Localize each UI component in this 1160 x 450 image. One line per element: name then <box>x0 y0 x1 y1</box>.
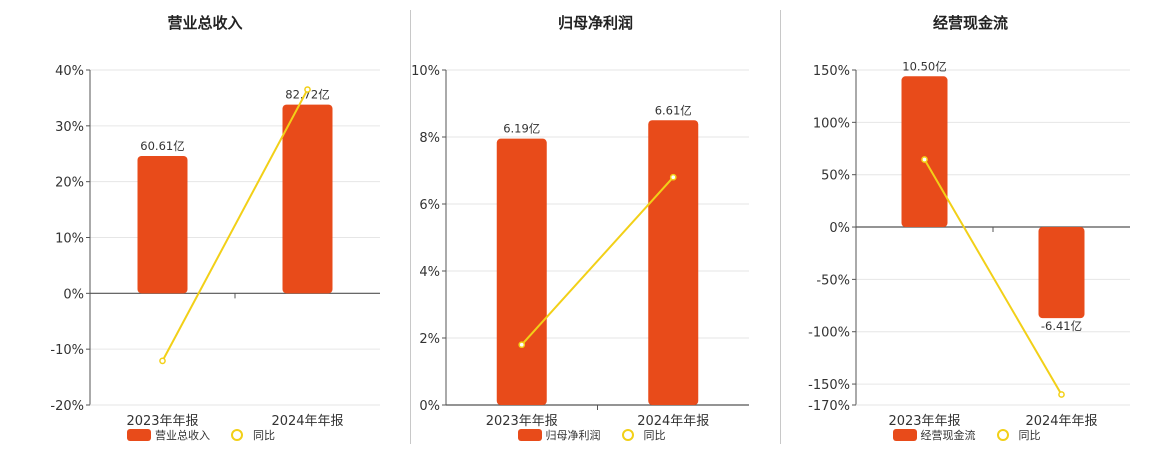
yoy-line <box>161 89 309 362</box>
bar <box>137 155 188 294</box>
panel-divider <box>780 10 781 444</box>
legend-item-line[interactable]: 同比 <box>615 427 666 443</box>
bar-data-label: 60.61亿 <box>140 139 184 153</box>
revenue-chart-panel: 营业总收入 40% 30% 20% 10% 0% -10% -20% 2023年年报 2024年… <box>0 0 410 450</box>
y-tick-label: 6% <box>419 198 440 213</box>
bar <box>901 76 948 228</box>
chart-legend: 归母净利润 同比 <box>411 427 780 443</box>
net-profit-chart-panel: 归母净利润 10% 8% 6% 4% 2% 0% 2023年年报 2024年年报 6.19亿 6.… <box>411 0 780 450</box>
yoy-point <box>518 341 526 349</box>
legend-line-swatch <box>615 429 641 441</box>
y-tick-label: -10% <box>50 343 84 358</box>
legend-bar-swatch <box>892 429 917 441</box>
chart-title: 经营现金流 <box>932 14 1008 32</box>
yoy-point <box>669 173 677 181</box>
bar <box>1038 227 1085 319</box>
y-tick-label: 40% <box>55 64 84 79</box>
chart-title: 归母净利润 <box>557 14 633 32</box>
panel-divider <box>410 10 411 444</box>
yoy-line <box>521 176 674 346</box>
legend-label-line: 同比 <box>253 429 275 442</box>
y-tick-label: -170% <box>808 399 850 414</box>
y-tick-label: 50% <box>821 169 850 184</box>
bar <box>496 138 547 406</box>
y-tick-label: 100% <box>813 116 850 131</box>
legend-label-bar: 归母净利润 <box>545 429 601 442</box>
bar-data-label: 10.50亿 <box>902 59 946 73</box>
yoy-point <box>921 156 928 163</box>
legend-item-line[interactable]: 同比 <box>224 427 275 443</box>
x-category-label: 2023年年报 <box>126 414 198 429</box>
bar-data-label: 6.61亿 <box>655 103 692 117</box>
legend-item-bar[interactable]: 经营现金流 <box>892 427 976 443</box>
legend-bar-swatch <box>127 429 151 441</box>
net-profit-chart-svg: 10% 8% 6% 4% 2% 0% 2023年年报 2024年年报 6.19亿 6.61亿 <box>411 64 749 429</box>
y-tick-label: 30% <box>55 120 84 135</box>
chart-title: 营业总收入 <box>167 14 243 32</box>
legend-label-line: 同比 <box>1018 429 1041 442</box>
cash-flow-chart-panel: 经营现金流 150% 100% 50% 0% -50% -100% -150% -170% 20… <box>781 0 1160 450</box>
y-tick-label: -20% <box>50 399 84 414</box>
x-category-label: 2023年年报 <box>486 414 558 429</box>
legend-label-line: 同比 <box>643 429 666 442</box>
chart-legend: 营业总收入 同比 <box>0 427 410 443</box>
y-tick-label: 0% <box>829 221 850 236</box>
legend-item-line[interactable]: 同比 <box>990 427 1041 443</box>
yoy-line <box>923 159 1063 396</box>
y-tick-label: 0% <box>419 399 440 414</box>
x-category-label: 2023年年报 <box>888 414 960 429</box>
x-category-label: 2024年年报 <box>637 414 709 429</box>
y-tick-label: -150% <box>808 378 850 393</box>
y-tick-label: 8% <box>419 131 440 146</box>
bar-data-label: 82.72亿 <box>285 88 329 102</box>
legend-item-bar[interactable]: 营业总收入 <box>127 427 210 443</box>
y-tick-label: 10% <box>55 232 84 247</box>
y-tick-label: -50% <box>816 273 850 288</box>
legend-bar-swatch <box>517 429 542 441</box>
legend-label-bar: 营业总收入 <box>155 429 210 442</box>
bar-data-label: -6.41亿 <box>1041 319 1082 333</box>
chart-legend: 经营现金流 同比 <box>781 427 1160 443</box>
yoy-point <box>304 86 311 93</box>
legend-line-swatch <box>224 429 250 441</box>
bar-data-label: 6.19亿 <box>503 122 540 136</box>
y-tick-label: 10% <box>411 64 440 79</box>
y-tick-label: 20% <box>55 176 84 191</box>
bar <box>282 104 333 294</box>
x-category-label: 2024年年报 <box>271 414 343 429</box>
x-category-label: 2024年年报 <box>1025 414 1097 429</box>
revenue-chart-svg: 40% 30% 20% 10% 0% -10% -20% 2023年年报 2024年年报 60.6… <box>50 64 380 429</box>
y-tick-label: 2% <box>419 332 440 347</box>
legend-line-swatch <box>990 429 1016 441</box>
y-tick-label: 0% <box>63 287 84 302</box>
bar <box>648 120 699 405</box>
yoy-point <box>159 357 166 365</box>
y-tick-label: -100% <box>808 326 850 341</box>
legend-item-bar[interactable]: 归母净利润 <box>517 427 601 443</box>
legend-label-bar: 经营现金流 <box>920 429 976 442</box>
y-tick-label: 150% <box>813 64 850 79</box>
yoy-point <box>1058 391 1065 398</box>
cash-flow-chart-svg: 150% 100% 50% 0% -50% -100% -150% -170% 2023年年报 2… <box>808 59 1130 429</box>
y-tick-label: 4% <box>419 265 440 280</box>
